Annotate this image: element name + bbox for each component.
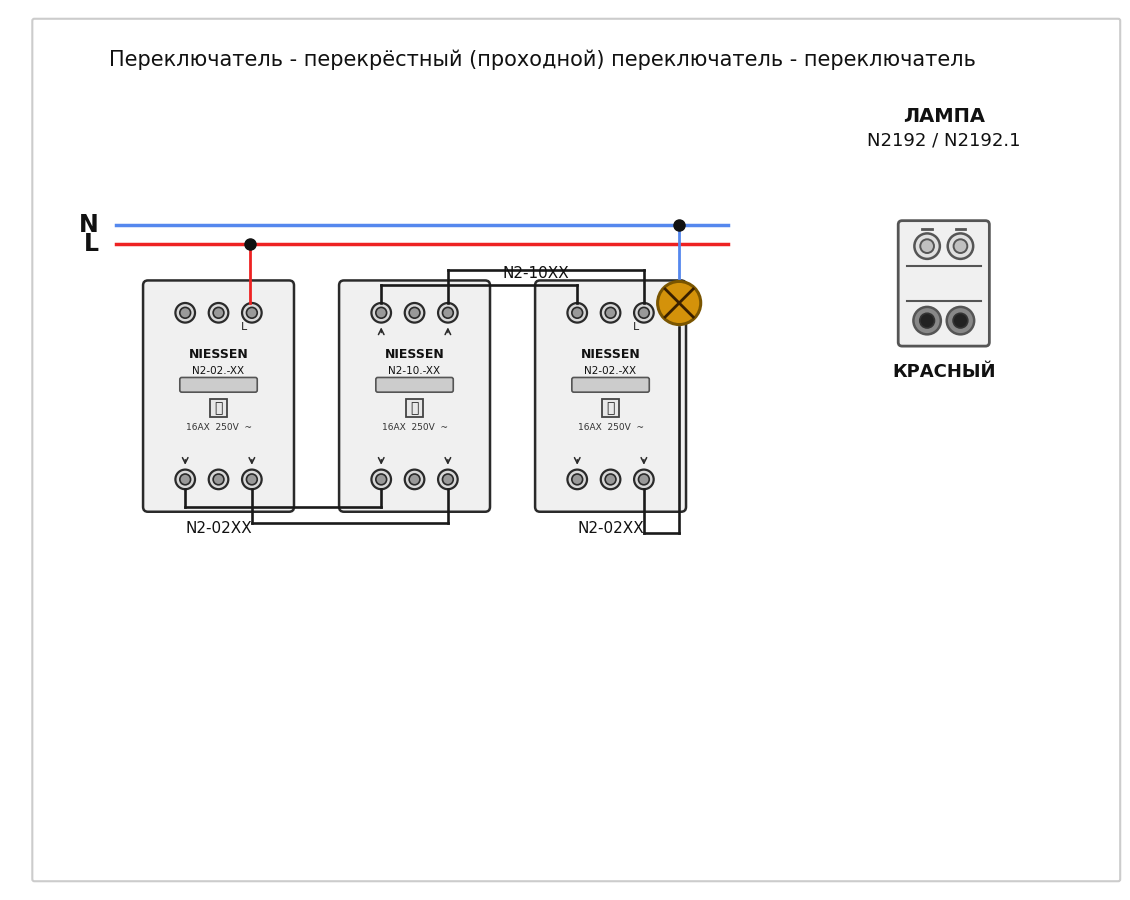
FancyBboxPatch shape <box>33 19 1120 881</box>
Circle shape <box>913 307 941 335</box>
FancyBboxPatch shape <box>376 377 453 392</box>
Text: L: L <box>84 232 99 256</box>
Text: N2-02.-XX: N2-02.-XX <box>192 365 244 375</box>
Text: N2-02.-XX: N2-02.-XX <box>584 365 636 375</box>
Circle shape <box>567 470 588 490</box>
Text: Переключатель - перекрёстный (проходной) переключатель - переключатель: Переключатель - перекрёстный (проходной)… <box>108 50 975 70</box>
Circle shape <box>920 239 935 253</box>
FancyBboxPatch shape <box>210 399 227 417</box>
Circle shape <box>376 308 386 319</box>
Text: 16AX  250V  ~: 16AX 250V ~ <box>185 423 252 432</box>
Circle shape <box>438 470 458 490</box>
Circle shape <box>409 308 420 319</box>
Circle shape <box>572 474 583 485</box>
Circle shape <box>572 308 583 319</box>
Circle shape <box>438 303 458 322</box>
Circle shape <box>920 313 935 328</box>
Circle shape <box>638 474 650 485</box>
Circle shape <box>175 303 195 322</box>
Circle shape <box>372 303 391 322</box>
Text: N2-10XX: N2-10XX <box>503 266 570 281</box>
Circle shape <box>606 308 616 319</box>
Text: NIESSEN: NIESSEN <box>189 348 249 362</box>
Text: L: L <box>633 321 640 331</box>
Text: NIESSEN: NIESSEN <box>581 348 641 362</box>
Circle shape <box>405 303 425 322</box>
Circle shape <box>209 470 228 490</box>
Circle shape <box>658 282 701 325</box>
Text: N2-02XX: N2-02XX <box>577 521 644 535</box>
Circle shape <box>214 308 224 319</box>
FancyBboxPatch shape <box>144 281 294 512</box>
Circle shape <box>246 474 258 485</box>
Text: 16AX  250V  ~: 16AX 250V ~ <box>382 423 447 432</box>
FancyBboxPatch shape <box>898 220 990 346</box>
Circle shape <box>180 474 191 485</box>
FancyBboxPatch shape <box>406 399 424 417</box>
Text: N2-10.-XX: N2-10.-XX <box>389 365 441 375</box>
Circle shape <box>175 470 195 490</box>
Circle shape <box>601 303 620 322</box>
Circle shape <box>567 303 588 322</box>
Circle shape <box>947 307 974 335</box>
Text: L: L <box>241 321 247 331</box>
Circle shape <box>405 470 425 490</box>
Circle shape <box>443 474 453 485</box>
Circle shape <box>914 233 940 259</box>
Text: N2192 / N2192.1: N2192 / N2192.1 <box>867 131 1020 149</box>
FancyBboxPatch shape <box>180 377 258 392</box>
Circle shape <box>409 474 420 485</box>
Circle shape <box>634 470 653 490</box>
Circle shape <box>180 308 191 319</box>
Circle shape <box>246 308 258 319</box>
Circle shape <box>242 470 262 490</box>
Text: Ⓝ: Ⓝ <box>215 400 223 415</box>
FancyBboxPatch shape <box>572 377 650 392</box>
FancyBboxPatch shape <box>536 281 686 512</box>
Text: N: N <box>79 212 99 237</box>
FancyBboxPatch shape <box>339 281 490 512</box>
Text: КРАСНЫЙ: КРАСНЫЙ <box>892 363 996 381</box>
FancyBboxPatch shape <box>602 399 619 417</box>
Text: ЛАМПА: ЛАМПА <box>903 107 984 126</box>
Circle shape <box>376 474 386 485</box>
Circle shape <box>601 470 620 490</box>
Text: NIESSEN: NIESSEN <box>384 348 444 362</box>
Text: Ⓝ: Ⓝ <box>410 400 419 415</box>
Circle shape <box>209 303 228 322</box>
Circle shape <box>638 308 650 319</box>
Circle shape <box>214 474 224 485</box>
Circle shape <box>606 474 616 485</box>
Circle shape <box>242 303 262 322</box>
Text: N2-02XX: N2-02XX <box>185 521 252 535</box>
Circle shape <box>372 470 391 490</box>
Circle shape <box>953 313 967 328</box>
Text: 16AX  250V  ~: 16AX 250V ~ <box>577 423 644 432</box>
Circle shape <box>443 308 453 319</box>
Circle shape <box>948 233 973 259</box>
Circle shape <box>954 239 967 253</box>
Circle shape <box>634 303 653 322</box>
Text: Ⓝ: Ⓝ <box>607 400 615 415</box>
